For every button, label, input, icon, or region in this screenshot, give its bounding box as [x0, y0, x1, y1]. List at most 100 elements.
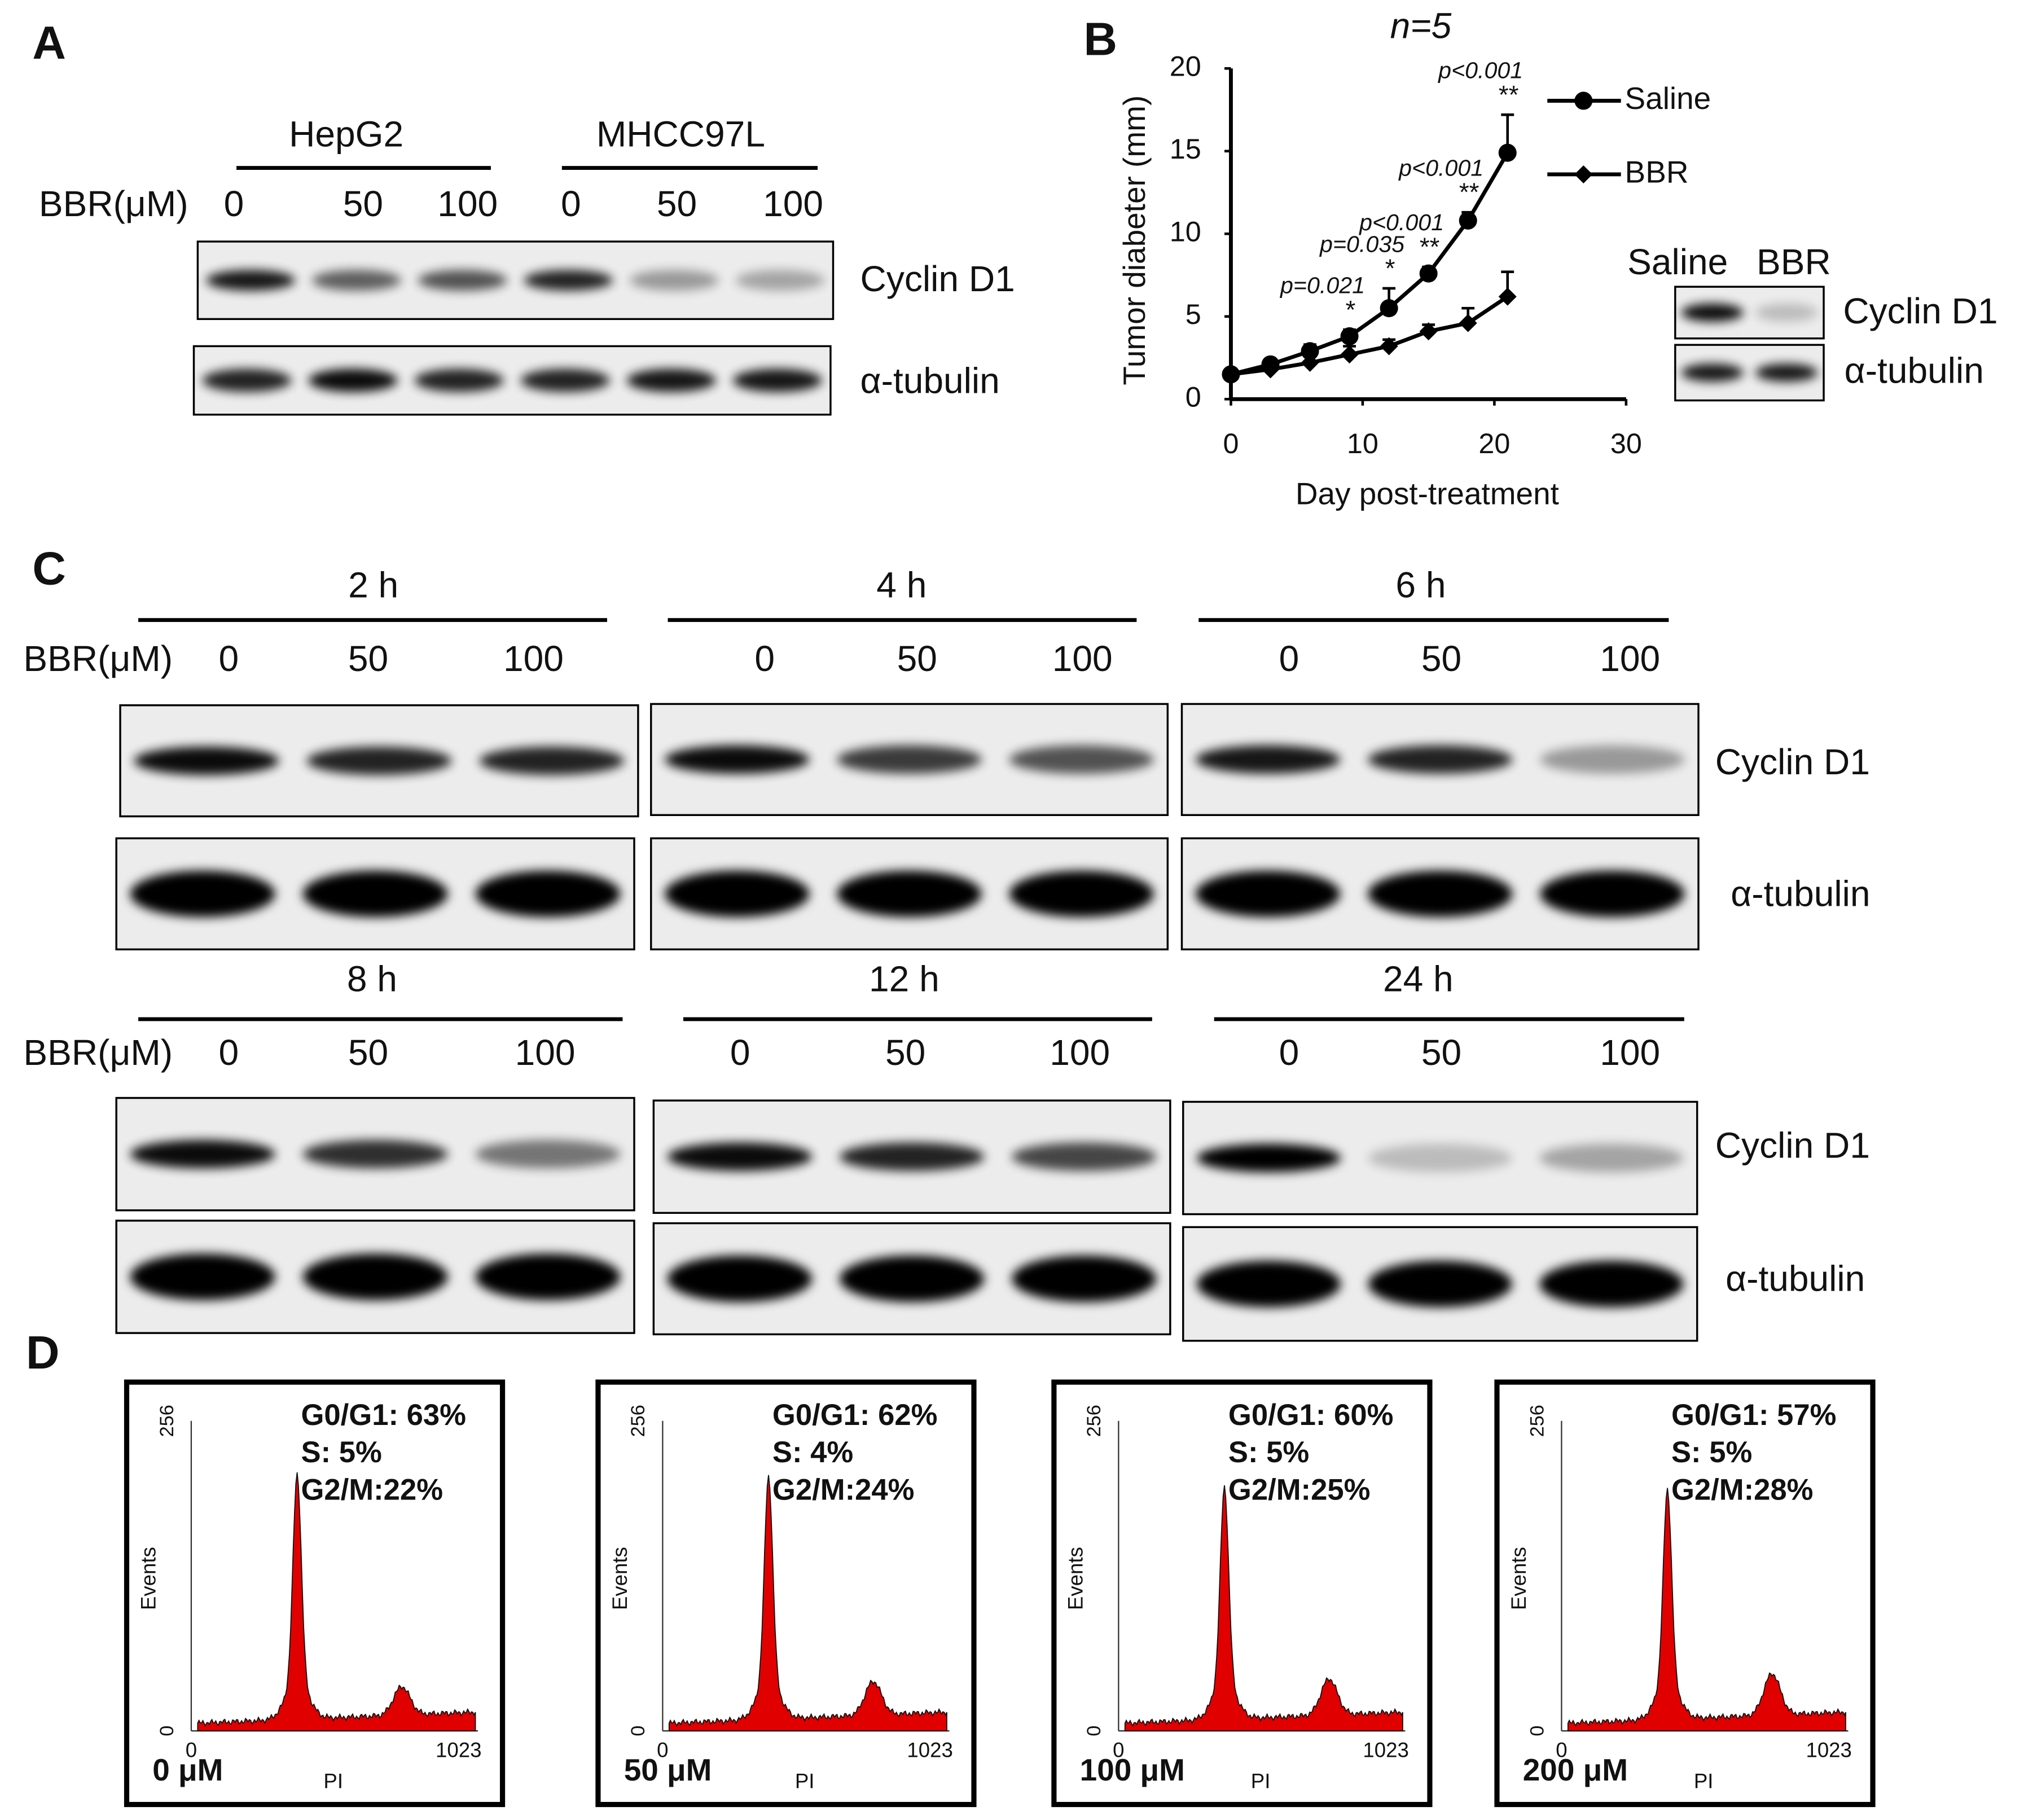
- data-point: [1498, 143, 1517, 162]
- band: [1009, 870, 1154, 918]
- dose-label: 100: [1052, 638, 1113, 679]
- dose-label: 0: [730, 1032, 750, 1073]
- phase-stat: G2/M:24%: [772, 1473, 915, 1507]
- dose-label: 100: [503, 638, 564, 679]
- band: [302, 1139, 448, 1169]
- y-tick-label: 0: [156, 1726, 178, 1736]
- band: [1368, 870, 1513, 918]
- concentration-label: 50 μM: [624, 1752, 712, 1787]
- x-tick-label: 0: [657, 1738, 668, 1761]
- p-value: p<0.001: [1358, 209, 1444, 235]
- x-axis-title: Day post-treatment: [1296, 476, 1559, 511]
- band: [667, 1142, 813, 1171]
- band: [202, 369, 292, 392]
- histogram-frame: [595, 1379, 977, 1808]
- dose-label: 50: [343, 183, 383, 224]
- band: [1755, 303, 1818, 322]
- band: [1755, 363, 1818, 382]
- phase-stat: G2/M:25%: [1228, 1473, 1371, 1507]
- time-label: 4 h: [876, 564, 927, 605]
- time-label: 2 h: [348, 564, 398, 605]
- x-tick-label: 1023: [1806, 1738, 1851, 1761]
- dose-label: 50: [897, 638, 937, 679]
- blot-group-label: BBR: [1757, 242, 1831, 282]
- dose-label: 100: [1600, 1032, 1660, 1073]
- band: [302, 1253, 448, 1300]
- x-tick-label: 0: [1223, 427, 1239, 459]
- phase-stat: G2/M:22%: [301, 1473, 443, 1507]
- data-point: [1419, 264, 1438, 283]
- x-tick-label: 0: [1556, 1738, 1567, 1761]
- band: [130, 1253, 275, 1300]
- x-tick-label: 30: [1610, 427, 1642, 459]
- band: [520, 369, 610, 392]
- band: [1012, 1142, 1157, 1171]
- band: [1368, 1143, 1512, 1173]
- band: [1197, 1143, 1341, 1173]
- phase-stat: G0/G1: 63%: [301, 1398, 466, 1432]
- band: [665, 745, 810, 774]
- x-tick-label: 1023: [1363, 1738, 1408, 1761]
- y-tick-label: 256: [156, 1405, 178, 1437]
- x-axis-title: PI: [1694, 1769, 1714, 1792]
- data-point: [1261, 360, 1280, 379]
- dose-label: 50: [1421, 638, 1461, 679]
- legend-marker: [1574, 91, 1593, 110]
- phase-stat: S: 5%: [301, 1436, 381, 1469]
- histogram: [668, 1475, 947, 1731]
- y-tick-label: 15: [1170, 133, 1201, 165]
- panel-letter: C: [32, 543, 66, 595]
- sig-stars: **: [1419, 233, 1440, 261]
- band: [1368, 745, 1513, 774]
- y-tick-label: 5: [1186, 298, 1201, 330]
- band: [1012, 1255, 1157, 1302]
- band: [1368, 1260, 1512, 1308]
- dose-label: 0: [218, 1032, 239, 1073]
- p-value: p=0.021: [1279, 273, 1365, 299]
- histogram: [197, 1472, 476, 1731]
- sig-stars: *: [1384, 254, 1395, 283]
- panel-letter: D: [26, 1327, 59, 1379]
- concentration-label: 100 μM: [1080, 1752, 1185, 1787]
- panel-letter: B: [1084, 13, 1118, 65]
- blot-label: α-tubulin: [1845, 350, 1984, 391]
- blot-label: α-tubulin: [1726, 1258, 1865, 1299]
- y-tick-label: 10: [1170, 216, 1201, 248]
- band: [206, 270, 296, 291]
- phase-stat: S: 5%: [1671, 1436, 1752, 1469]
- band: [312, 270, 401, 291]
- x-axis-title: PI: [1251, 1769, 1271, 1792]
- x-axis-title: PI: [795, 1769, 815, 1792]
- band: [1540, 745, 1685, 774]
- band: [667, 1255, 813, 1302]
- sig-stars: *: [1345, 295, 1356, 324]
- p-value: p<0.001: [1437, 58, 1523, 84]
- phase-stat: S: 4%: [772, 1436, 853, 1469]
- band: [1539, 1143, 1684, 1173]
- band: [837, 870, 982, 918]
- data-point: [1380, 337, 1398, 356]
- band: [1009, 745, 1154, 774]
- band: [134, 746, 279, 775]
- band: [418, 270, 507, 291]
- band: [308, 369, 398, 392]
- blot-label: Cyclin D1: [1715, 1125, 1870, 1166]
- histogram-frame: [1051, 1379, 1433, 1808]
- band: [1195, 870, 1341, 918]
- time-label: 8 h: [347, 958, 397, 999]
- histogram-frame: [124, 1379, 506, 1808]
- y-axis-title: Events: [137, 1547, 160, 1610]
- blot-label: Cyclin D1: [1715, 742, 1870, 782]
- phase-stat: G2/M:28%: [1671, 1473, 1814, 1507]
- time-label: 12 h: [869, 958, 939, 999]
- band: [837, 745, 982, 774]
- p-value: p<0.001: [1398, 155, 1483, 181]
- band: [306, 746, 452, 775]
- band: [1681, 363, 1744, 382]
- y-axis-title: Events: [1507, 1547, 1530, 1610]
- data-point: [1459, 211, 1477, 230]
- band: [302, 870, 448, 918]
- dose-label: 50: [657, 183, 697, 224]
- band: [839, 1255, 985, 1302]
